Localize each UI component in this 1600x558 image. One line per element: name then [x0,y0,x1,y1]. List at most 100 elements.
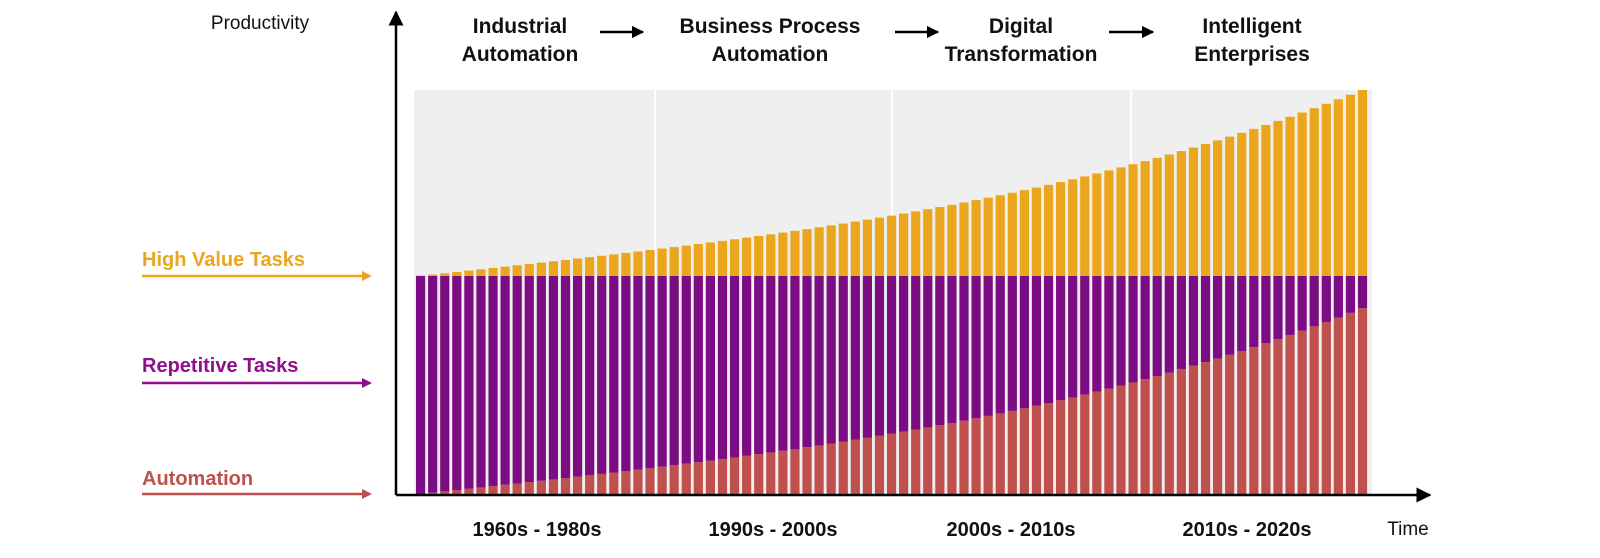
bar-automation-14 [572,476,583,494]
bar-repetitive-9 [512,275,522,484]
bar-high-value-12 [548,261,559,276]
bar-high-value-64 [1176,151,1186,276]
bar-automation-32 [790,449,800,494]
bar-high-value-47 [971,200,981,276]
era-1-line1: Industrial [473,15,568,38]
bar-repetitive-61 [1140,275,1150,380]
bar-automation-31 [778,450,788,494]
bar-repetitive-38 [862,275,872,438]
bar-repetitive-13 [560,275,571,479]
bar-high-value-75 [1309,108,1319,276]
legend-arrowhead-repetitive-tasks [362,378,372,388]
bar-high-value-41 [899,213,909,276]
bar-high-value-7 [488,267,498,276]
bar-high-value-10 [524,263,534,276]
bar-high-value-60 [1128,164,1138,276]
bar-automation-62 [1152,375,1162,494]
bar-repetitive-6 [476,275,486,488]
bar-high-value-49 [995,195,1005,276]
bar-high-value-74 [1297,112,1307,276]
bar-repetitive-48 [983,275,993,416]
bar-repetitive-77 [1333,275,1343,318]
bar-high-value-20 [645,250,655,276]
bar-automation-33 [802,447,812,494]
bar-high-value-9 [512,265,522,276]
bar-high-value-37 [850,221,860,276]
bar-high-value-19 [633,251,643,276]
period-label-1: 1960s - 1980s [472,519,601,541]
bar-automation-11 [536,480,546,494]
bar-automation-12 [548,479,559,494]
bar-repetitive-68 [1225,275,1235,355]
bar-high-value-45 [947,204,957,276]
bar-repetitive-32 [790,275,800,450]
bar-high-value-50 [1007,192,1017,276]
bar-high-value-78 [1345,94,1356,276]
bar-repetitive-65 [1188,275,1199,366]
legend-label-automation: Automation [142,468,253,490]
bar-repetitive-72 [1273,275,1283,340]
bar-high-value-63 [1164,154,1174,276]
era-3-line1: Digital [989,15,1053,38]
bar-repetitive-47 [971,275,981,419]
bar-repetitive-8 [500,275,510,485]
bar-repetitive-7 [488,275,498,487]
bar-high-value-76 [1321,103,1331,276]
bar-repetitive-34 [814,275,824,446]
bar-automation-54 [1056,400,1066,494]
bar-repetitive-22 [669,275,679,466]
bar-high-value-16 [597,255,607,276]
bar-repetitive-71 [1261,275,1271,344]
era-4-line1: Intelligent [1202,15,1301,38]
bar-high-value-52 [1031,187,1042,276]
bar-high-value-36 [838,223,848,276]
period-label-2: 1990s - 2000s [708,519,837,541]
bar-automation-52 [1031,405,1042,494]
bar-automation-5 [464,488,474,494]
bar-high-value-53 [1043,184,1054,276]
bar-repetitive-63 [1164,275,1174,373]
bar-repetitive-50 [1007,275,1017,411]
bar-repetitive-5 [464,275,474,489]
bar-high-value-61 [1140,161,1150,276]
bar-repetitive-54 [1056,275,1066,401]
bar-high-value-72 [1273,120,1283,276]
legend-arrowhead-automation [362,489,372,499]
bar-repetitive-1 [416,275,426,494]
bar-automation-42 [911,429,921,494]
bar-repetitive-24 [693,275,703,463]
bar-repetitive-44 [935,275,945,426]
bar-automation-37 [850,439,860,494]
bar-repetitive-64 [1176,275,1186,370]
bar-repetitive-76 [1321,275,1331,322]
bar-high-value-73 [1285,116,1295,276]
bar-high-value-31 [778,232,788,276]
bar-automation-48 [983,415,993,494]
bar-repetitive-70 [1249,275,1259,348]
bar-automation-8 [500,484,510,494]
bar-automation-3 [440,491,450,494]
bar-repetitive-66 [1200,275,1211,363]
bar-automation-17 [609,472,619,494]
bar-automation-2 [428,492,438,494]
bar-automation-28 [742,455,752,494]
y-axis-title: Productivity [211,13,310,34]
bar-automation-27 [729,457,740,494]
bar-automation-25 [705,460,715,494]
bar-automation-9 [512,483,522,494]
bar-automation-65 [1188,365,1199,494]
bar-automation-6 [476,487,486,494]
bar-repetitive-16 [597,275,607,474]
bar-automation-58 [1104,388,1114,494]
bar-repetitive-60 [1128,275,1138,383]
bar-repetitive-74 [1297,275,1307,331]
legend-label-repetitive-tasks: Repetitive Tasks [142,355,298,377]
bar-repetitive-78 [1345,275,1356,313]
bar-high-value-59 [1116,167,1126,276]
bar-automation-38 [862,437,872,494]
bar-high-value-38 [862,219,872,276]
bar-repetitive-37 [850,275,860,440]
bar-repetitive-42 [911,275,921,430]
bar-repetitive-57 [1092,275,1102,392]
bar-automation-30 [766,452,776,494]
